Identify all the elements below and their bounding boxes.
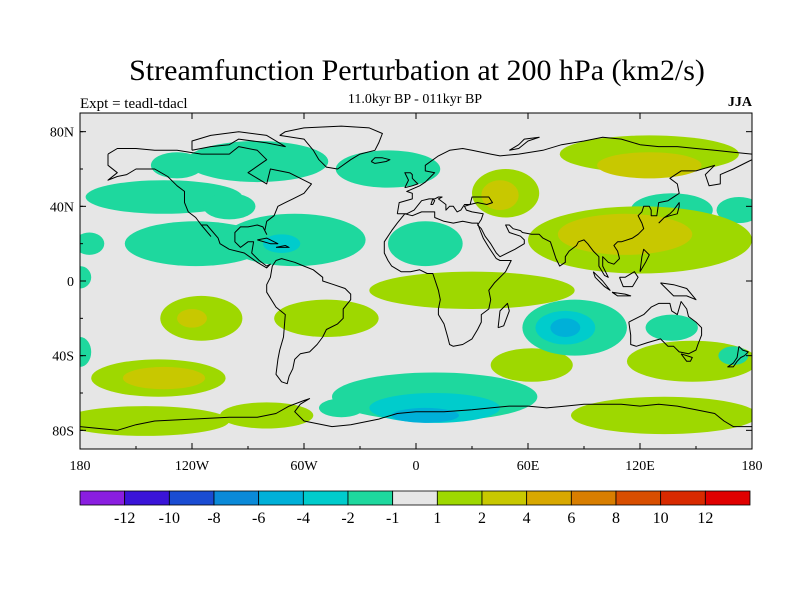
x-tick-label-2: 60W [290, 459, 318, 474]
anomaly-patch-12 [716, 197, 752, 224]
x-tick-label-3: 0 [413, 459, 420, 474]
coastline-6 [80, 398, 752, 431]
colorbar-label-1: -10 [159, 510, 180, 527]
anomaly-patch-16 [597, 152, 702, 179]
coastline-23 [430, 198, 436, 205]
colorbar-box-12 [615, 490, 662, 506]
coastline-14 [660, 282, 697, 301]
coastline-11 [658, 202, 680, 224]
coastline-13 [619, 271, 639, 288]
colorbar-label-5: -2 [341, 510, 354, 527]
anomaly-patch-14 [481, 180, 519, 211]
colorbar-box-9 [481, 490, 528, 506]
coastline-0 [107, 146, 312, 269]
colorbar: -12 -10 -8 -6 -4 -2 -1 1 2 4 6 8 10 12 [79, 490, 751, 527]
anomaly-patch-33 [550, 318, 581, 337]
colorbar-box-13 [660, 490, 706, 506]
anomaly-patch-35 [718, 346, 749, 365]
x-tick-label-6: 180 [742, 459, 763, 474]
coastline-2 [396, 136, 752, 214]
coastline-12 [592, 271, 611, 291]
anomaly-patch-21 [274, 299, 379, 338]
y-tick-label-0: 80N [50, 126, 74, 141]
colorbar-box-2 [168, 490, 215, 506]
colorbar-label-8: 2 [478, 510, 486, 527]
coastline-15 [727, 345, 749, 368]
coastline-9 [370, 157, 391, 164]
anomaly-patch-1 [150, 152, 204, 179]
x-tick-label-5: 120E [625, 459, 655, 474]
colorbar-box-0 [79, 490, 126, 506]
anomaly-patch-3 [85, 180, 243, 214]
colorbar-box-11 [570, 490, 617, 506]
colorbar-box-7 [392, 490, 438, 506]
coastline-5 [628, 301, 703, 355]
season-label: JJA [728, 95, 753, 110]
colorbar-box-6 [347, 490, 394, 506]
coastline-20 [639, 248, 650, 272]
coastline-layer [80, 125, 752, 431]
anomaly-patch-4 [203, 193, 256, 220]
anomaly-patch-7 [262, 234, 301, 254]
coastline-3 [397, 159, 752, 278]
colorbar-box-8 [436, 490, 483, 506]
anomaly-patch-20 [177, 309, 207, 328]
colorbar-box-14 [704, 490, 751, 506]
colorbar-label-7: 1 [433, 510, 441, 527]
colorbar-label-6: -1 [386, 510, 399, 527]
anomaly-patch-8 [80, 232, 105, 255]
x-tick-label-4: 60E [517, 459, 540, 474]
axis-layer: 180 120W 60W 0 60E 120E 180 80N 40N 0 40S 80S [50, 113, 763, 474]
colorbar-label-4: -4 [297, 510, 310, 527]
coastline-21 [680, 353, 693, 362]
anomaly-patch-25 [80, 406, 230, 436]
anomaly-patch-0 [186, 141, 329, 183]
anomaly-patch-30 [80, 337, 92, 367]
anomaly-patch-39 [318, 398, 364, 418]
colorbar-label-2: -8 [207, 510, 220, 527]
coastline-19 [611, 291, 632, 297]
colorbar-label-11: 8 [612, 510, 620, 527]
colorbar-box-4 [258, 490, 304, 506]
colorbar-label-3: -6 [252, 510, 265, 527]
experiment-label: Expt = teadl-tdacl [80, 96, 188, 112]
anomaly-patch-34 [645, 314, 698, 341]
y-tick-label-4: 80S [52, 424, 74, 439]
y-tick-label-1: 40N [50, 200, 74, 215]
colorbar-box-3 [213, 490, 260, 506]
coastline-18 [275, 245, 290, 248]
y-tick-label-3: 40S [52, 350, 74, 365]
coastline-7 [279, 125, 383, 170]
anomaly-patch-9 [80, 266, 92, 289]
x-tick-label-1: 120W [175, 459, 210, 474]
coastline-1 [266, 258, 352, 385]
anomaly-patch-27 [490, 348, 573, 382]
coastline-17 [191, 131, 286, 151]
colorbar-box-5 [302, 490, 349, 506]
coastline-10 [497, 302, 510, 329]
colorbar-label-10: 6 [567, 510, 575, 527]
coastline-16 [257, 237, 279, 245]
y-tick-label-2: 0 [67, 275, 74, 290]
anomaly-patch-2 [335, 150, 441, 188]
anomaly-patch-22 [369, 271, 575, 310]
anomaly-patch-18 [557, 213, 693, 255]
anomaly-patch-29 [570, 396, 752, 435]
colorbar-box-1 [124, 490, 170, 506]
colorbar-label-0: -12 [114, 510, 135, 527]
anomaly-patch-38 [391, 407, 459, 423]
coastline-4 [383, 211, 512, 347]
coastline-22 [509, 136, 540, 151]
colorbar-label-9: 4 [523, 510, 531, 527]
anomaly-patch-10 [388, 221, 463, 267]
chart-subtitle: 11.0kyr BP - 011kyr BP [348, 92, 482, 107]
x-tick-label-0: 180 [70, 459, 91, 474]
coastline-8 [404, 172, 419, 189]
colorbar-label-12: 10 [653, 510, 669, 527]
anomaly-patch-24 [122, 366, 206, 390]
colorbar-box-10 [526, 490, 572, 506]
chart-title: Streamfunction Perturbation at 200 hPa (… [129, 54, 705, 87]
colorbar-label-13: 12 [697, 510, 713, 527]
